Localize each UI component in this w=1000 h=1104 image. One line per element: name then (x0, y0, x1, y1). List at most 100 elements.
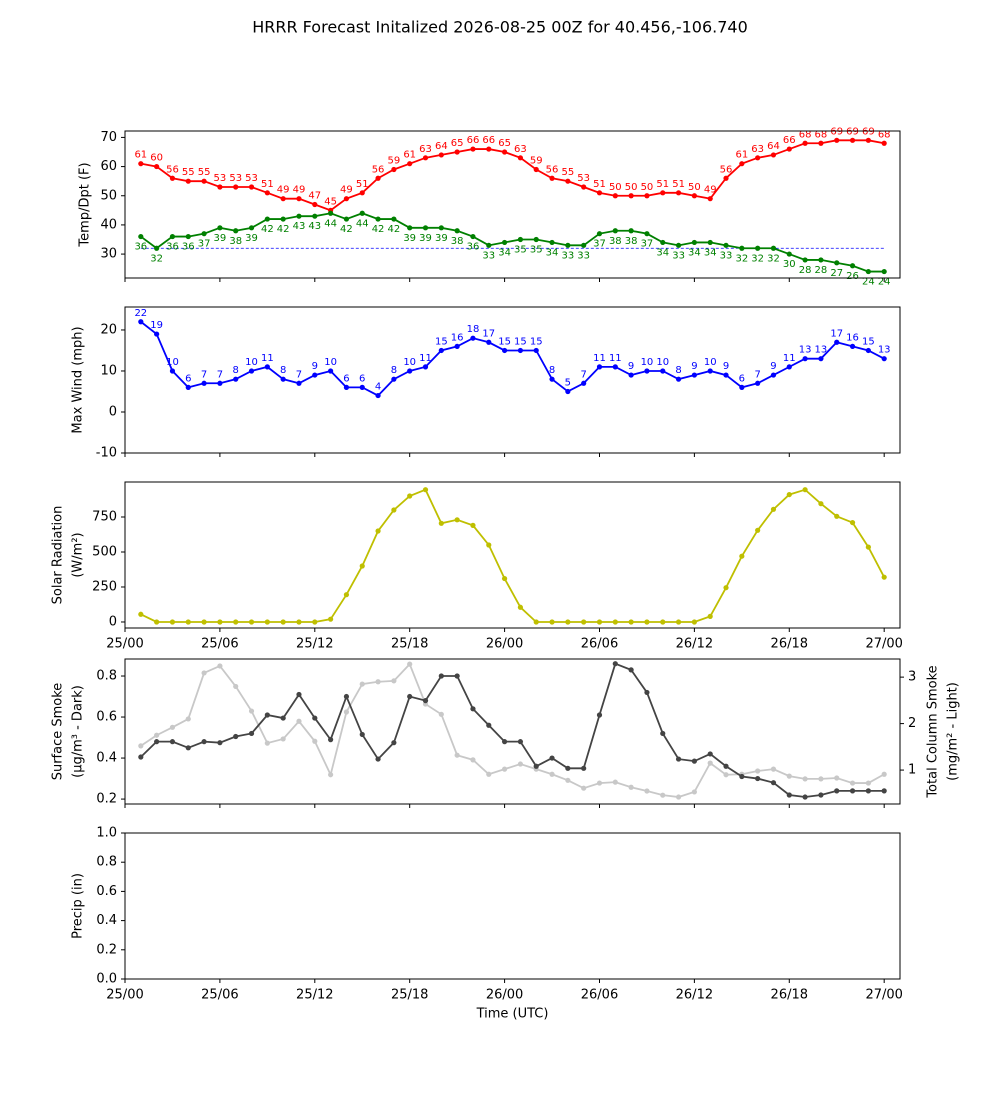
data-point (612, 779, 618, 785)
data-point (486, 146, 492, 152)
data-label: 39 (403, 233, 416, 244)
data-point (154, 732, 160, 738)
data-label: 42 (388, 224, 401, 235)
data-point (612, 228, 618, 234)
series-line (140, 488, 885, 623)
data-point (486, 771, 492, 777)
data-label: 9 (691, 361, 697, 372)
data-point (470, 757, 476, 763)
y2-tick-label: 1 (908, 763, 916, 778)
data-point (201, 739, 207, 745)
data-point (248, 184, 255, 190)
data-point (533, 166, 539, 173)
data-point (565, 242, 571, 248)
data-label: 51 (261, 179, 274, 190)
data-label: 7 (217, 369, 223, 380)
series-line (140, 139, 885, 212)
data-point (786, 251, 792, 257)
data-point (217, 740, 223, 746)
data-point (596, 619, 603, 625)
data-label: 51 (593, 179, 606, 190)
y-tick-label: 30 (100, 247, 117, 262)
data-point (739, 773, 745, 780)
data-label: 10 (245, 357, 258, 368)
y-tick-label: 50 (100, 188, 117, 203)
x-tick-label: 25/06 (201, 637, 238, 652)
data-label: 68 (878, 129, 891, 140)
data-label: 33 (482, 250, 495, 261)
data-point (818, 501, 824, 507)
data-point (248, 619, 255, 625)
data-label: 50 (625, 182, 638, 193)
data-label: 59 (530, 156, 543, 167)
y-axis-label: Precip (in) (71, 873, 86, 939)
data-point (644, 788, 650, 794)
data-point (628, 784, 634, 790)
data-point (264, 619, 270, 625)
data-label: 56 (720, 164, 733, 175)
data-point (755, 775, 761, 782)
data-label: 9 (628, 361, 634, 372)
data-point (312, 201, 318, 208)
data-point (233, 683, 239, 690)
data-label: 63 (751, 144, 764, 155)
data-point (264, 712, 270, 718)
data-label: 49 (293, 185, 306, 196)
y-tick-label: 60 (100, 159, 117, 174)
data-point (707, 751, 713, 757)
data-point (691, 239, 697, 246)
data-point (517, 761, 524, 767)
data-point (786, 773, 792, 779)
data-point (501, 347, 508, 354)
data-point (422, 698, 429, 704)
data-point (565, 765, 571, 771)
data-point (233, 619, 239, 625)
data-label: 61 (735, 150, 748, 161)
data-label: 66 (783, 135, 796, 146)
figure-title: HRRR Forecast Initalized 2026-08-25 00Z … (252, 18, 748, 37)
data-point (723, 772, 729, 778)
data-label: 35 (530, 245, 543, 256)
data-point (549, 239, 555, 246)
x-tick-label: 27/00 (865, 988, 902, 1003)
x-tick-label: 25/12 (296, 988, 333, 1003)
data-point (359, 190, 365, 196)
data-label: 9 (312, 361, 318, 372)
data-point (596, 780, 603, 786)
data-point (454, 228, 460, 234)
data-point (770, 245, 777, 251)
data-label: 61 (134, 150, 147, 161)
data-point (770, 780, 777, 786)
data-point (280, 196, 286, 202)
y-tick-label: 40 (100, 217, 117, 232)
data-label: 16 (451, 332, 464, 343)
data-point (217, 663, 223, 669)
data-label: 69 (846, 126, 859, 137)
data-label: 4 (375, 382, 381, 393)
data-point (818, 257, 824, 263)
y-tick-label: 0 (109, 614, 117, 629)
plot-frame (124, 306, 901, 454)
data-label: 33 (577, 250, 590, 261)
data-point (881, 268, 887, 275)
data-point (391, 678, 397, 684)
data-point (185, 716, 191, 722)
data-label: 63 (419, 144, 432, 155)
data-point (407, 368, 413, 374)
data-point (169, 368, 176, 374)
data-point (343, 592, 350, 598)
series-line (140, 662, 885, 798)
data-label: 33 (561, 250, 574, 261)
data-point (407, 693, 413, 700)
data-point (596, 364, 603, 370)
data-label: 53 (245, 173, 258, 184)
data-point (849, 519, 856, 526)
data-point (628, 667, 634, 673)
data-point (438, 347, 444, 354)
data-point (375, 216, 381, 222)
data-label: 30 (783, 259, 796, 270)
y-tick-label: 20 (100, 322, 117, 337)
data-point (707, 368, 713, 374)
data-point (217, 619, 223, 625)
data-point (422, 225, 429, 231)
